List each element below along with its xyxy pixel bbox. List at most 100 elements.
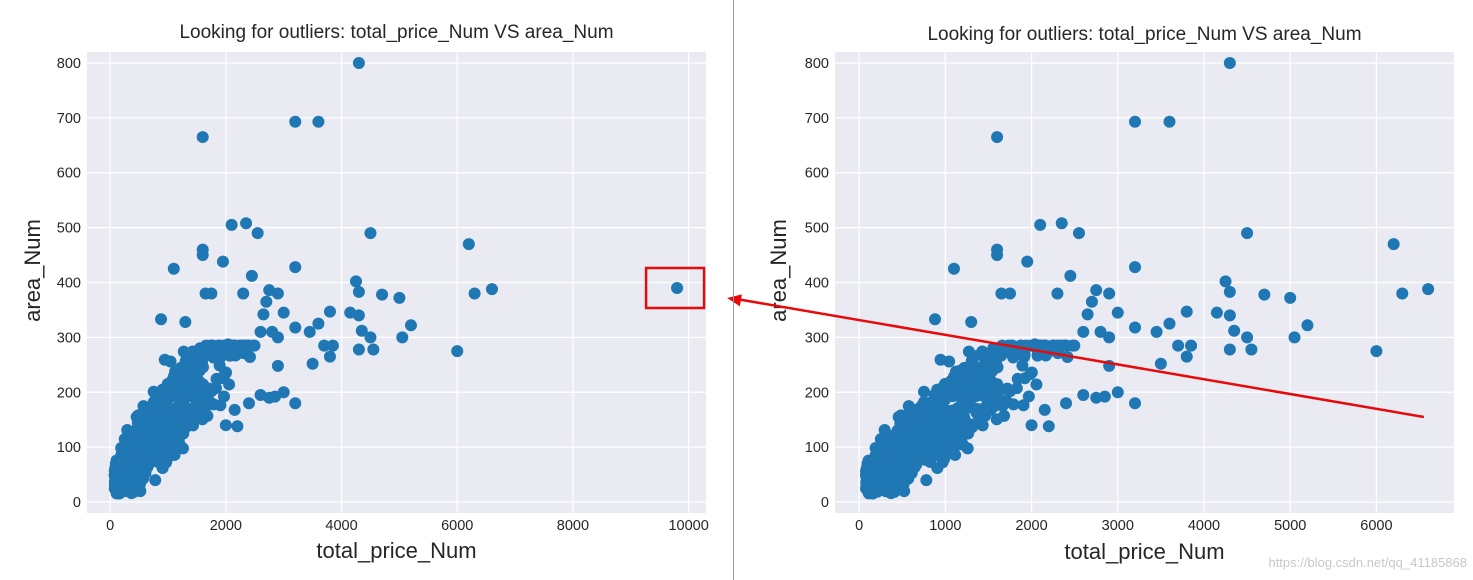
scatter-point: [196, 378, 209, 391]
scatter-point-outlier: [1034, 218, 1047, 231]
scatter-point: [133, 478, 146, 491]
scatter-point-outlier: [1245, 343, 1258, 356]
scatter-point-outlier: [355, 324, 368, 337]
scatter-point-outlier: [303, 325, 316, 338]
y-tick-label: 0: [821, 495, 829, 511]
scatter-point-outlier: [205, 287, 218, 300]
scatter-point-outlier: [277, 306, 290, 319]
scatter-point: [1011, 372, 1024, 385]
scatter-point-outlier: [1025, 419, 1038, 432]
scatter-point: [1001, 382, 1014, 395]
y-tick-labels: 0 100 200 300 400 500 600 700 800: [57, 56, 81, 511]
scatter-point-outlier: [216, 255, 229, 268]
scatter-point-outlier: [1163, 317, 1176, 330]
y-tick-label: 800: [805, 56, 829, 72]
scatter-point: [991, 350, 1004, 363]
scatter-point-outlier: [352, 309, 365, 322]
scatter-point: [947, 426, 960, 439]
scatter-point-outlier: [1051, 287, 1064, 300]
scatter-point: [947, 388, 960, 401]
scatter-point: [240, 339, 253, 352]
x-tick-label: 0: [106, 518, 114, 534]
scatter-point-outlier: [991, 249, 1004, 262]
scatter-point: [934, 422, 947, 435]
scatter-point: [216, 339, 229, 352]
scatter-point: [158, 432, 171, 445]
y-tick-label: 700: [805, 111, 829, 127]
scatter-point: [169, 365, 182, 378]
scatter-point-outlier: [929, 313, 942, 326]
scatter-point-outlier: [485, 283, 498, 296]
scatter-point: [1030, 378, 1043, 391]
scatter-point: [1033, 339, 1046, 352]
scatter-point-outlier: [1072, 227, 1085, 240]
scatter-point: [1024, 368, 1037, 381]
scatter-point-outlier: [1081, 308, 1094, 321]
y-tick-labels: 0 100 200 300 400 500 600 700 800: [805, 56, 829, 511]
scatter-point-outlier: [1223, 56, 1236, 69]
chart-title: Looking for outliers: total_price_Num VS…: [179, 22, 613, 43]
x-tick-label: 8000: [557, 518, 589, 534]
scatter-point-outlier: [1387, 238, 1400, 251]
scatter-point-outlier: [376, 288, 389, 301]
scatter-point: [223, 378, 236, 391]
y-tick-label: 600: [57, 166, 81, 182]
watermark-text: https://blog.csdn.net/qq_41185868: [1268, 555, 1467, 570]
scatter-point: [200, 339, 213, 352]
scatter-point-outlier: [1004, 287, 1017, 300]
scatter-point-outlier: [1021, 255, 1034, 268]
scatter-point-outlier: [1219, 275, 1232, 288]
scatter-point-outlier: [231, 420, 244, 433]
scatter-point: [186, 375, 199, 388]
scatter-point: [138, 415, 151, 428]
scatter-point-outlier: [462, 238, 475, 251]
scatter-point: [897, 478, 910, 491]
scatter-point-outlier: [1154, 357, 1167, 370]
annotation-arrow-line: [734, 297, 1425, 419]
scatter-point: [218, 390, 231, 403]
scatter-point: [158, 353, 171, 366]
scatter-point: [874, 433, 887, 446]
scatter-point-outlier: [271, 287, 284, 300]
scatter-point-outlier: [1163, 115, 1176, 128]
scatter-point-outlier: [1180, 350, 1193, 363]
x-tick-label: 2000: [210, 518, 242, 534]
scatter-point-outlier: [1085, 295, 1098, 308]
scatter-point: [976, 345, 989, 358]
chart-left: 0 2000 4000 6000 8000 10000 0 100 200 300 400 500 60…: [20, 22, 709, 563]
scatter-point-outlier: [1129, 397, 1142, 410]
scatter-point-outlier: [312, 115, 325, 128]
scatter-point-outlier: [965, 316, 978, 329]
annotation-overlay: [727, 294, 1425, 419]
scatter-point: [1055, 339, 1068, 352]
scatter-point-outlier: [1129, 115, 1142, 128]
scatter-point: [177, 345, 190, 358]
scatter-point: [950, 365, 963, 378]
scatter-point-outlier: [1258, 288, 1271, 301]
scatter-point: [243, 351, 256, 364]
scatter-point: [161, 410, 174, 423]
scatter-point: [147, 396, 160, 409]
grid-lines: [835, 52, 1454, 513]
scatter-point: [113, 467, 126, 480]
scatter-point: [915, 420, 928, 433]
scatter-point: [158, 422, 171, 435]
scatter-point-outlier: [260, 295, 273, 308]
scatter-point: [225, 339, 238, 352]
x-tick-labels: 0 2000 4000 6000 8000 10000: [106, 518, 709, 534]
y-tick-label: 400: [805, 276, 829, 292]
scatter-point-outlier: [254, 389, 267, 402]
scatter-point-outlier: [289, 261, 302, 274]
scatter-point: [173, 399, 186, 412]
scatter-point: [147, 406, 160, 419]
scatter-point-outlier: [947, 262, 960, 275]
scatter-point-outlier: [254, 325, 267, 338]
scatter-point: [931, 462, 944, 475]
scatter-point-outlier: [155, 313, 168, 326]
scatter-point-outlier: [352, 343, 365, 356]
y-tick-label: 400: [57, 276, 81, 292]
scatter-point-outlier: [352, 285, 365, 298]
scatter-point: [966, 401, 979, 414]
y-tick-label: 0: [73, 495, 81, 511]
